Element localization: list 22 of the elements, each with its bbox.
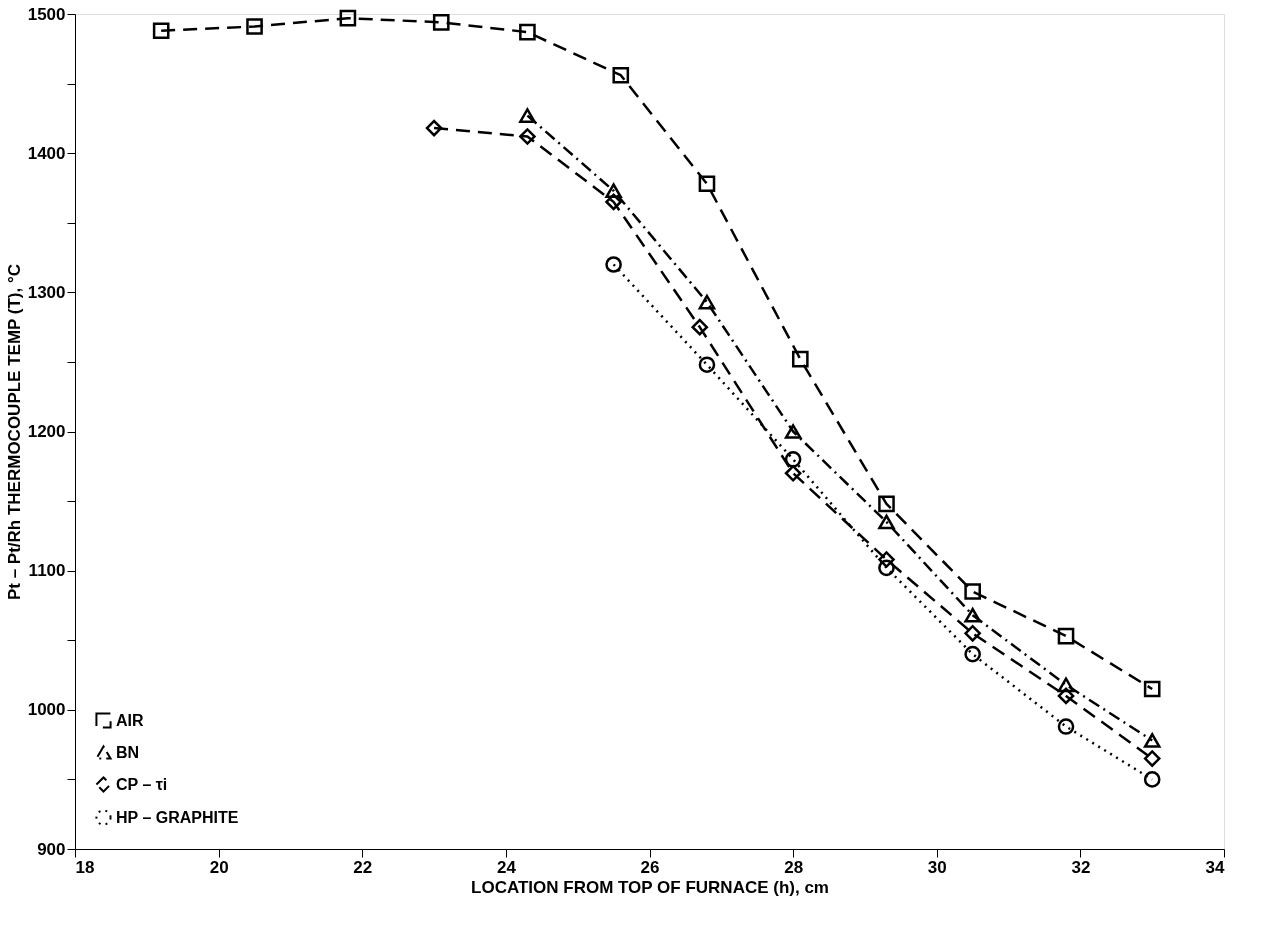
y-tick-label: 1300 — [27, 282, 66, 302]
x-tick-label: 32 — [1071, 857, 1091, 877]
x-tick-label: 18 — [75, 857, 95, 877]
y-tick-label: 1200 — [27, 422, 66, 441]
x-axis-title: LOCATION FROM TOP OF FURNACE (h), cm — [471, 877, 829, 897]
x-tick-label: 24 — [496, 857, 517, 877]
legend-label: AIR — [116, 711, 144, 729]
y-tick-label: 1400 — [27, 143, 66, 163]
x-tick-label: 22 — [353, 857, 373, 877]
x-tick-label: 34 — [1205, 857, 1226, 877]
x-tick-label: 30 — [927, 857, 947, 877]
x-tick-label: 26 — [640, 857, 660, 877]
y-tick-label: 1500 — [27, 4, 66, 24]
legend-label: BN — [116, 743, 140, 761]
x-tick-label: 20 — [209, 857, 229, 877]
y-axis-title: Pt – Pt/Rh THERMOCOUPLE TEMP (T), °C — [4, 263, 24, 601]
y-tick-label: 1000 — [27, 700, 66, 720]
legend-label: HP – GRAPHITE — [116, 808, 239, 826]
x-tick-label: 28 — [784, 857, 804, 877]
legend-label: CP – τi — [116, 775, 168, 793]
y-tick-label: 900 — [37, 839, 66, 859]
y-tick-label: 1100 — [28, 561, 66, 581]
